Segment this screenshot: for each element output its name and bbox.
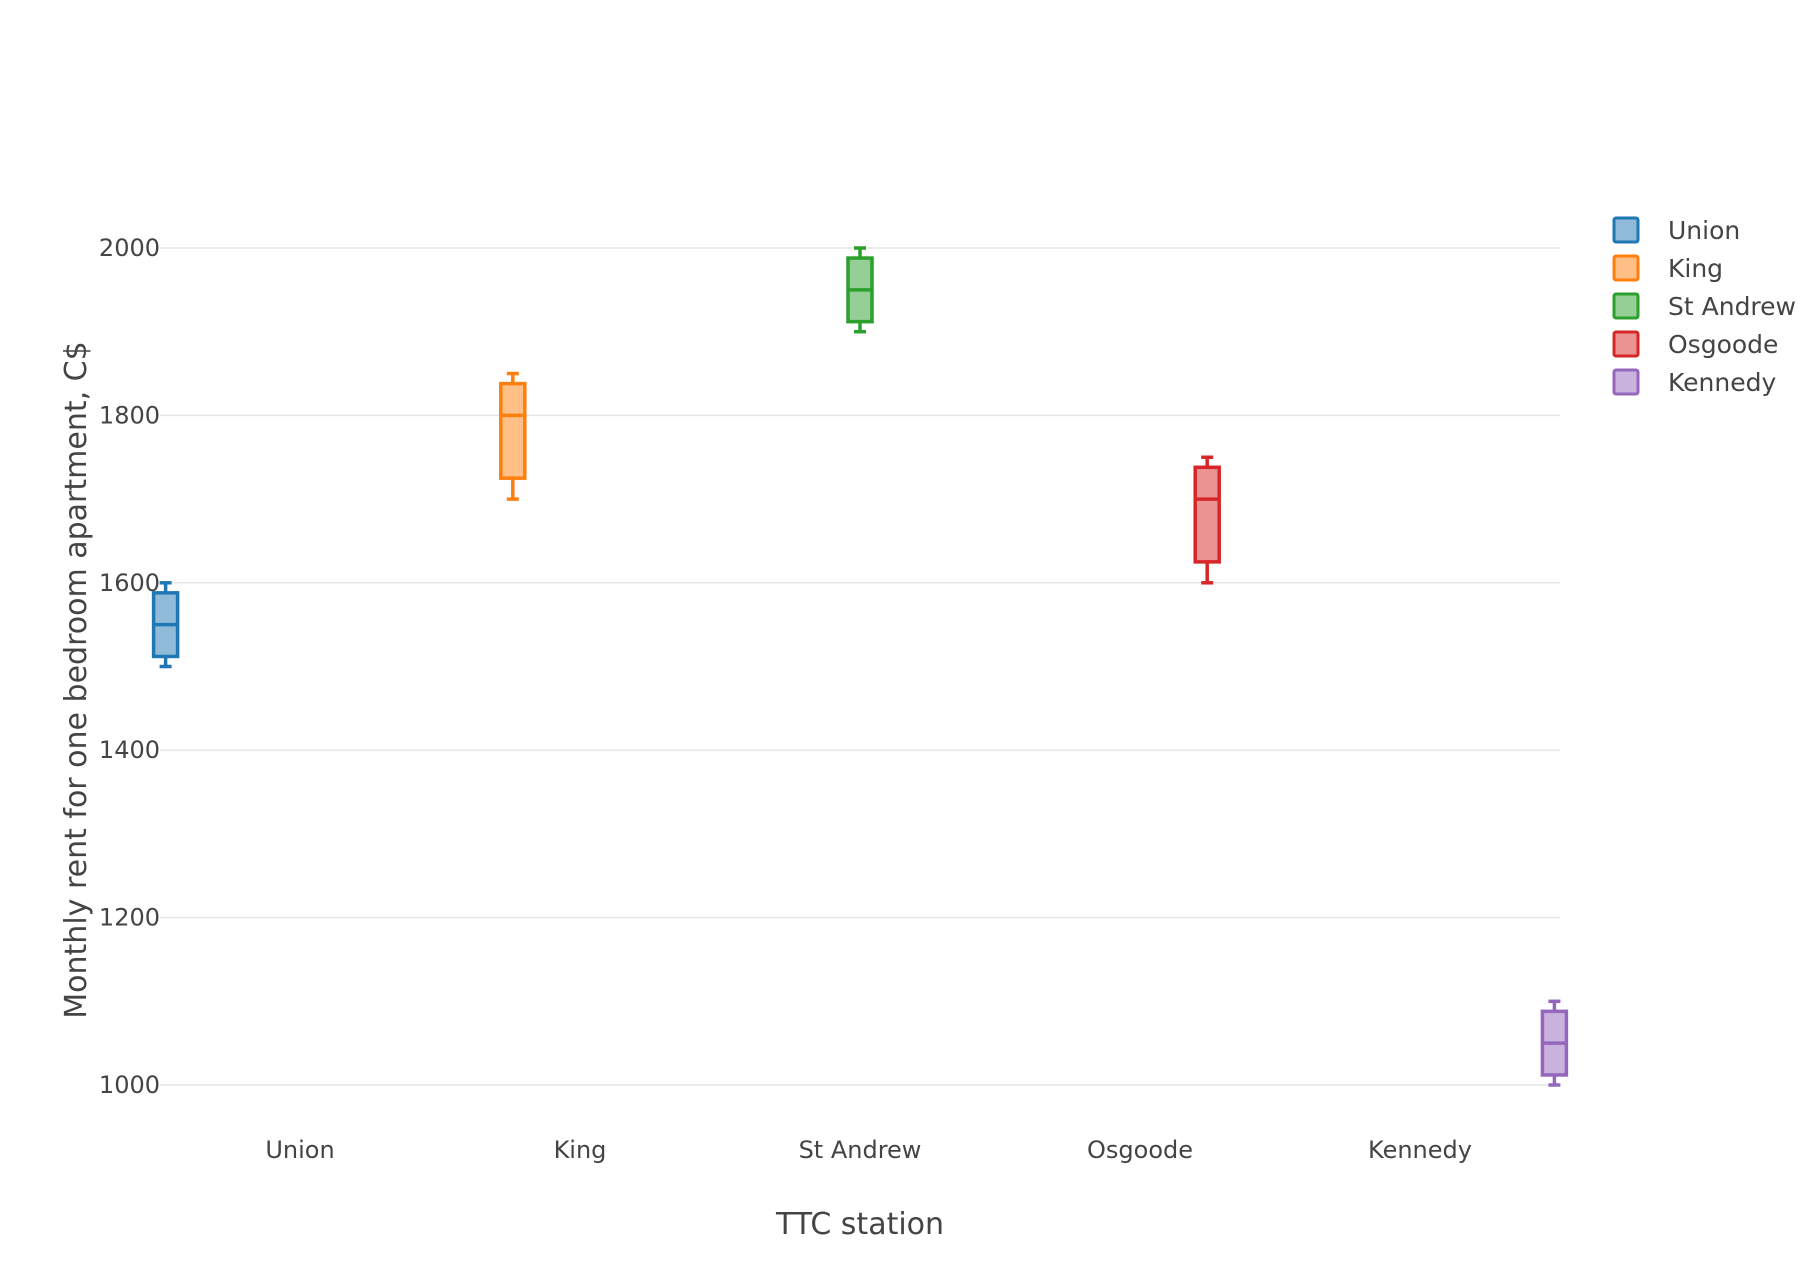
box-traces (151, 246, 1569, 1087)
legend-swatch (1612, 216, 1640, 244)
legend-item: King (1612, 254, 1723, 283)
y-tick-label: 1200 (99, 904, 160, 932)
legend: Union King St Andrew Osgoode Kennedy (1612, 216, 1796, 397)
y-tick-label: 2000 (99, 234, 160, 262)
x-axis-ticks: Union King St Andrew Osgoode Kennedy (265, 1136, 1472, 1164)
legend-label: Union (1668, 216, 1740, 245)
legend-swatch (1612, 292, 1640, 320)
legend-swatch (1612, 254, 1640, 282)
x-tick-label: Kennedy (1368, 1136, 1472, 1164)
legend-swatch (1612, 330, 1640, 358)
box-osgoode (1193, 455, 1221, 585)
box-kennedy (1540, 999, 1569, 1087)
x-axis-title: TTC station (775, 1207, 944, 1242)
x-tick-label: St Andrew (799, 1136, 922, 1164)
y-tick-label: 1400 (99, 736, 160, 764)
legend-item: Kennedy (1612, 368, 1776, 397)
legend-item: Osgoode (1612, 330, 1778, 359)
legend-item: St Andrew (1612, 292, 1796, 321)
x-tick-label: King (554, 1136, 607, 1164)
legend-label: St Andrew (1668, 292, 1796, 321)
y-tick-label: 1800 (99, 401, 160, 429)
legend-item: Union (1612, 216, 1740, 245)
legend-label: King (1668, 254, 1723, 283)
grid-lines (160, 247, 1560, 1086)
iqr-box (499, 381, 527, 480)
box-st-andrew (846, 246, 874, 334)
legend-swatch (1612, 368, 1640, 396)
legend-label: Osgoode (1668, 330, 1778, 359)
y-tick-label: 1000 (99, 1071, 160, 1099)
box-king (499, 371, 527, 501)
y-tick-label: 1600 (99, 569, 160, 597)
y-axis-title: Monthly rent for one bedroom apartment, … (59, 341, 94, 1018)
y-axis-ticks: 1000 1200 1400 1600 1800 2000 (99, 234, 160, 1099)
x-tick-label: Union (265, 1136, 334, 1164)
iqr-box (1193, 465, 1221, 564)
box-union (151, 581, 180, 669)
legend-label: Kennedy (1668, 368, 1776, 397)
x-tick-label: Osgoode (1087, 1136, 1193, 1164)
